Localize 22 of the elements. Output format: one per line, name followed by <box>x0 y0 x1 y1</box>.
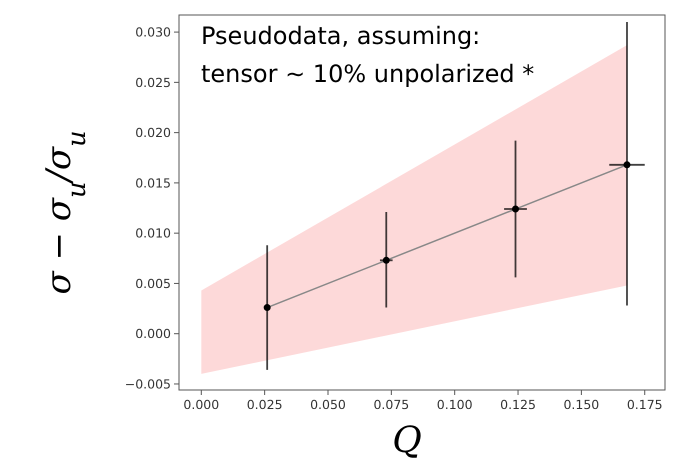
point <box>512 206 519 213</box>
x-tick-label: 0.175 <box>626 397 663 412</box>
point <box>382 256 390 264</box>
y-tick-label: 0.020 <box>135 125 172 140</box>
x-tick-label: 0.125 <box>500 397 536 412</box>
y-tick-label: 0.015 <box>135 175 171 190</box>
y-tick-label: 0.005 <box>135 276 171 291</box>
y-tick-label: 0.030 <box>135 24 172 40</box>
point <box>623 161 630 168</box>
x-tick-label: 0.050 <box>310 397 346 412</box>
y-tick-label: 0.025 <box>135 74 171 90</box>
y-tick-label: 0.010 <box>135 226 172 241</box>
x-tick-label: 0.075 <box>373 397 410 412</box>
x-tick-label: 0.150 <box>563 397 600 412</box>
x-tick-label: 0.000 <box>183 397 220 412</box>
x-axis-title: Q <box>392 420 422 461</box>
y-tick-label: 0.000 <box>135 326 172 342</box>
annotation: Pseudodata, assuming: tensor ~ 10% unpolarized * <box>201 22 534 88</box>
y-tick-label: −0.005 <box>124 376 171 392</box>
point <box>264 304 271 312</box>
x-tick-label: 0.100 <box>436 397 473 412</box>
x-tick-label: 0.025 <box>246 397 283 412</box>
